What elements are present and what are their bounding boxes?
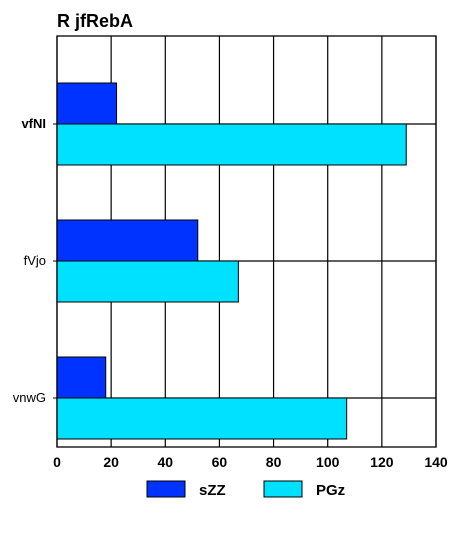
y-tick-label-fvjo: fVjo xyxy=(24,253,46,268)
x-tick-labels: 0 20 40 60 80 100 120 140 xyxy=(53,454,448,470)
bar-szz-fvjo xyxy=(56,219,199,262)
legend-swatch-szz xyxy=(146,480,186,498)
x-tick-label-60: 60 xyxy=(212,454,228,470)
legend: sZZ PGz xyxy=(146,480,345,499)
bar-pgz-fvjo xyxy=(56,260,239,303)
bar-pgz-vfni xyxy=(56,123,407,166)
y-tick-label-vfni: vfNI xyxy=(21,116,46,131)
legend-swatch-pgz xyxy=(263,480,303,498)
x-tick-label-140: 140 xyxy=(424,454,448,470)
bar-szz-vfni xyxy=(56,82,118,125)
x-tick-label-120: 120 xyxy=(370,454,394,470)
x-tick-label-40: 40 xyxy=(157,454,173,470)
legend-label-szz: sZZ xyxy=(199,482,226,499)
bar-pgz-vnwg xyxy=(56,397,348,440)
x-tick-label-20: 20 xyxy=(103,454,119,470)
x-tick-label-100: 100 xyxy=(316,454,340,470)
bar-szz-vnwg xyxy=(56,356,107,399)
legend-label-pgz: PGz xyxy=(316,482,345,499)
plot-frame xyxy=(56,35,437,448)
chart-title: R jfRebA xyxy=(57,11,133,31)
y-tick-label-vnwg: vnwG xyxy=(13,390,46,405)
y-tick-labels: vfNI fVjo vnwG xyxy=(13,116,57,405)
x-tick-label-80: 80 xyxy=(266,454,282,470)
x-tick-label-0: 0 xyxy=(53,454,61,470)
